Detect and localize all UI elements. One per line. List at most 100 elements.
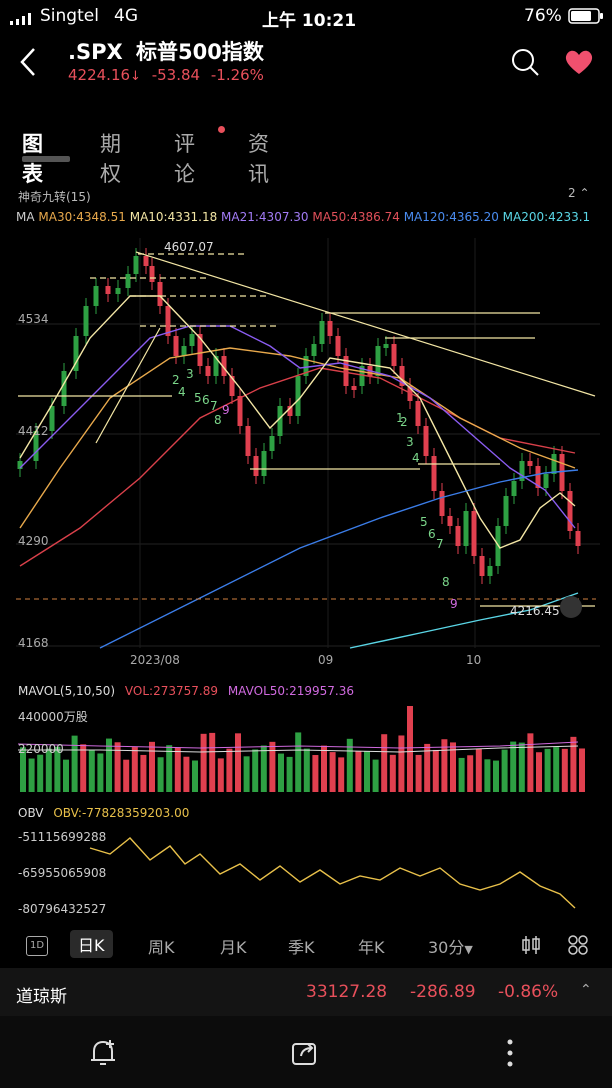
volume-bar	[209, 732, 216, 792]
volume-bar	[45, 748, 52, 792]
candle-style-icon[interactable]	[520, 934, 542, 960]
dropdown-icon: ▼	[464, 943, 473, 956]
battery-percent: 76%	[524, 6, 562, 26]
candle-body	[335, 336, 341, 356]
volume-bar	[88, 749, 95, 792]
period-year[interactable]: 年K	[358, 938, 385, 957]
volume-bar	[200, 733, 207, 792]
candle-body	[221, 356, 227, 376]
ma120-line	[99, 469, 579, 649]
period-quarter[interactable]: 季K	[288, 938, 315, 957]
volume-bar	[106, 738, 112, 792]
candle-body	[383, 344, 389, 348]
td-count: 9	[450, 597, 458, 611]
grid-icon[interactable]	[567, 934, 589, 960]
volume-bar	[493, 760, 499, 792]
volume-bar	[80, 744, 87, 792]
period-30min[interactable]: 30分▼	[428, 938, 473, 957]
candle-body	[165, 306, 171, 336]
index-name: 标普500指数	[136, 40, 264, 64]
period-day[interactable]: 日K	[70, 930, 113, 958]
y-tick-label: 4412	[18, 424, 49, 438]
carrier: Singtel	[40, 6, 99, 26]
candle-body	[115, 288, 121, 294]
td-count: 1	[396, 411, 404, 425]
td-count: 2	[172, 373, 180, 387]
last-price-marker[interactable]	[560, 596, 582, 618]
candle-body	[351, 386, 357, 390]
tab-news[interactable]: 资讯	[248, 132, 269, 186]
add-alert-icon[interactable]	[88, 1038, 118, 1072]
indicator-title[interactable]: 神奇九转(15)	[18, 190, 91, 204]
td-count: 3	[406, 435, 414, 449]
period-week[interactable]: 周K	[148, 938, 175, 957]
indicator-count[interactable]: 2 ⌃	[568, 186, 590, 200]
mavol-title: MAVOL(5,10,50)	[18, 684, 116, 698]
ma200-value: MA200:4233.1	[502, 210, 591, 224]
volume-bar	[355, 751, 362, 792]
ma120-value: MA120:4365.20	[403, 210, 499, 224]
more-icon[interactable]	[505, 1038, 515, 1072]
volume-bar	[475, 748, 482, 792]
x-tick-label: 2023/08	[130, 653, 180, 667]
volume-bar	[407, 706, 413, 792]
td-count: 9	[222, 403, 230, 417]
down-arrow-icon: ↓	[130, 69, 141, 84]
candle-body	[375, 346, 381, 376]
network: 4G	[114, 6, 138, 26]
volume-legend: MAVOL(5,10,50) VOL:273757.89 MAVOL50:219…	[18, 684, 354, 698]
chevron-up-icon[interactable]: ⌃	[580, 982, 592, 998]
candle-body	[423, 426, 429, 456]
dow-ticker[interactable]: 道琼斯 33127.28 -286.89 -0.86% ⌃	[0, 968, 612, 1016]
candle-body	[463, 511, 469, 546]
volume-bar	[226, 748, 233, 792]
volume-bar	[389, 754, 396, 792]
tab-comments[interactable]: 评论	[174, 132, 195, 186]
search-icon[interactable]	[510, 47, 540, 81]
period-month[interactable]: 月K	[220, 938, 247, 957]
obv-chart[interactable]	[0, 824, 612, 920]
ma21-line	[19, 325, 576, 529]
candle-body	[319, 321, 325, 344]
1d-icon[interactable]: 1D	[26, 936, 48, 956]
volume-bar	[424, 743, 431, 792]
candle-body	[471, 511, 477, 556]
candle-body	[173, 336, 179, 356]
ma-legend: MA MA30:4348.51 MA10:4331.18 MA21:4307.3…	[16, 210, 590, 224]
candle-body	[105, 286, 111, 294]
dow-change-percent: -0.86%	[498, 982, 559, 1002]
candle-body	[49, 406, 55, 431]
volume-bar	[346, 738, 353, 792]
share-icon[interactable]	[290, 1038, 320, 1072]
candle-body	[93, 286, 99, 306]
change: -53.84	[151, 66, 201, 84]
change-percent: -1.26%	[210, 66, 264, 84]
volume-bar	[286, 756, 293, 792]
vol-y-tick: 220000	[18, 742, 64, 756]
obv-y-tick: -65955065908	[18, 866, 107, 880]
ma10-value: MA10:4331.18	[129, 210, 218, 224]
dow-change: -286.89	[410, 982, 476, 1002]
candle-body	[455, 526, 461, 546]
td-count: 8	[442, 575, 450, 589]
ma50-value: MA50:4386.74	[312, 210, 400, 224]
volume-bar	[458, 757, 465, 792]
td-count: 3	[186, 367, 194, 381]
tab-chart[interactable]: 图表	[22, 132, 43, 186]
tab-options[interactable]: 期权	[100, 132, 121, 186]
volume-bar	[278, 753, 284, 792]
volume-bar	[166, 745, 173, 792]
back-icon[interactable]	[18, 46, 38, 82]
volume-bar	[579, 748, 585, 792]
volume-bar	[123, 759, 130, 792]
volume-bar	[54, 746, 61, 792]
dow-name: 道琼斯	[16, 987, 67, 1007]
symbol: .SPX	[68, 40, 123, 64]
favorite-heart-icon[interactable]	[564, 48, 594, 80]
candle-body	[33, 431, 39, 461]
td-count: 8	[214, 413, 222, 427]
td-count: 6	[428, 527, 436, 541]
volume-bar	[71, 735, 78, 792]
volume-chart[interactable]	[0, 704, 612, 796]
